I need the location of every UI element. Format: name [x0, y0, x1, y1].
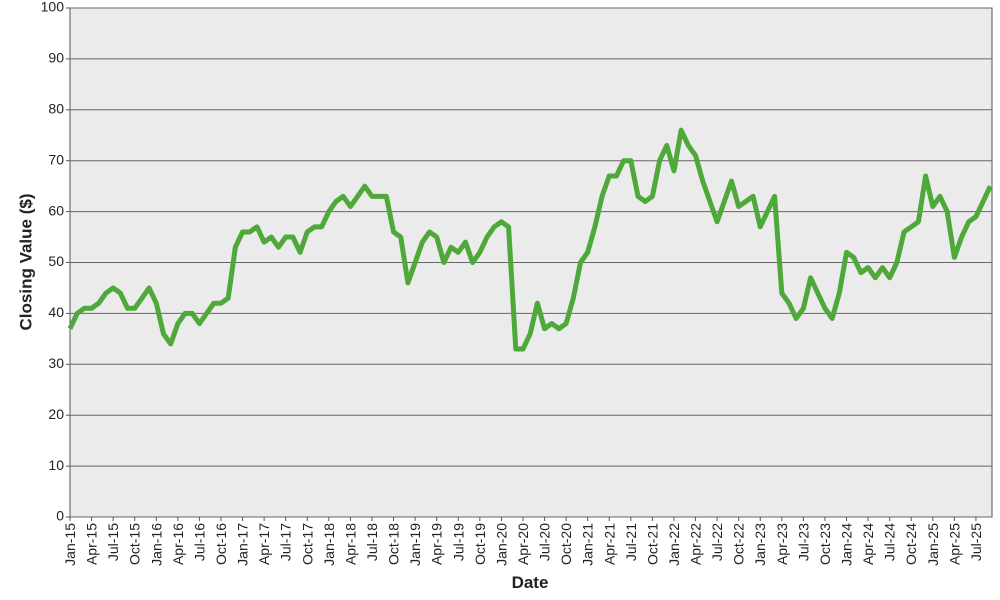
x-tick-label: Jul-25 — [968, 523, 984, 561]
y-tick-label: 40 — [48, 304, 64, 320]
x-tick-label: Jul-21 — [623, 523, 639, 561]
y-tick-label: 30 — [48, 355, 64, 371]
x-tick-label: Apr-23 — [774, 523, 790, 565]
x-tick-label: Apr-20 — [515, 523, 531, 565]
x-tick-label: Jul-17 — [278, 523, 294, 561]
y-tick-label: 50 — [48, 253, 64, 269]
y-tick-label: 90 — [48, 50, 64, 66]
x-tick-label: Jan-20 — [493, 523, 509, 566]
y-tick-label: 10 — [48, 457, 64, 473]
x-tick-label: Jul-19 — [450, 523, 466, 561]
y-axis-title: Closing Value ($) — [16, 194, 35, 331]
line-series — [67, 127, 993, 352]
x-tick-label: Oct-17 — [299, 523, 315, 565]
y-tick-label: 70 — [48, 151, 64, 167]
x-tick-label: Jul-23 — [795, 523, 811, 561]
x-tick-label: Jan-18 — [321, 523, 337, 566]
x-tick-label: Jul-24 — [882, 523, 898, 561]
x-tick-label: Jan-24 — [839, 523, 855, 566]
x-tick-label: Oct-21 — [644, 523, 660, 565]
x-tick-label: Jul-22 — [709, 523, 725, 561]
x-tick-label: Apr-18 — [342, 523, 358, 565]
x-tick-label: Apr-15 — [84, 523, 100, 565]
x-tick-label: Oct-18 — [386, 523, 402, 565]
x-tick-label: Jan-19 — [407, 523, 423, 566]
x-tick-label: Oct-15 — [127, 523, 143, 565]
x-tick-label: Jul-18 — [364, 523, 380, 561]
x-axis-title: Date — [512, 573, 549, 592]
y-tick-label: 60 — [48, 202, 64, 218]
x-tick-label: Jul-15 — [105, 523, 121, 561]
x-tick-label: Apr-22 — [688, 523, 704, 565]
x-tick-label: Oct-24 — [903, 523, 919, 565]
x-tick-label: Apr-19 — [429, 523, 445, 565]
x-tick-label: Oct-23 — [817, 523, 833, 565]
x-tick-label: Oct-22 — [731, 523, 747, 565]
x-tick-label: Jan-22 — [666, 523, 682, 566]
x-tick-label: Jul-20 — [537, 523, 553, 561]
y-tick-label: 100 — [41, 0, 65, 15]
y-tick-label: 20 — [48, 406, 64, 422]
x-tick-label: Jan-23 — [752, 523, 768, 566]
y-tick-label: 0 — [56, 508, 64, 524]
x-tick-label: Jan-17 — [235, 523, 251, 566]
y-tick-label: 80 — [48, 101, 64, 117]
x-tick-label: Jan-25 — [925, 523, 941, 566]
x-tick-label: Oct-16 — [213, 523, 229, 565]
x-tick-label: Apr-21 — [601, 523, 617, 565]
x-tick-label: Jul-16 — [191, 523, 207, 561]
x-tick-label: Apr-24 — [860, 523, 876, 565]
x-tick-label: Apr-16 — [170, 523, 186, 565]
x-tick-label: Apr-25 — [946, 523, 962, 565]
x-tick-label: Jan-21 — [580, 523, 596, 566]
x-tick-label: Oct-19 — [472, 523, 488, 565]
x-tick-label: Jan-15 — [62, 523, 78, 566]
x-tick-label: Oct-20 — [558, 523, 574, 565]
x-tick-label: Jan-16 — [148, 523, 164, 566]
x-tick-label: Apr-17 — [256, 523, 272, 565]
